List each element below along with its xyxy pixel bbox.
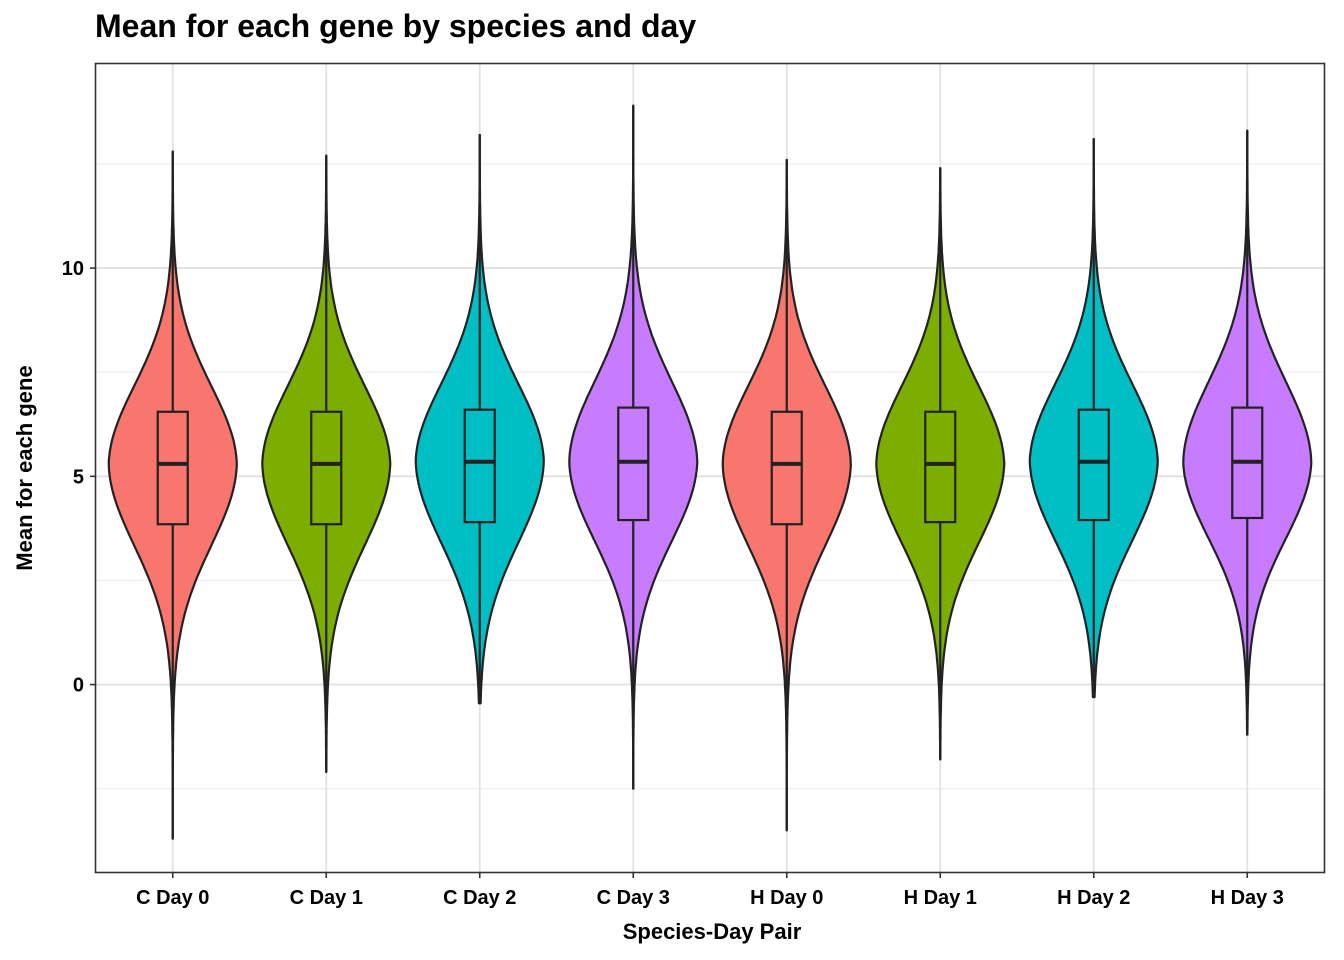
x-tick-label: H Day 3 bbox=[1211, 887, 1284, 909]
iqr-box bbox=[770, 410, 803, 526]
panel-border bbox=[94, 62, 1326, 874]
violin-h-day-1 bbox=[875, 167, 1006, 761]
iqr-box bbox=[463, 408, 496, 524]
x-tick-label: C Day 3 bbox=[597, 887, 670, 909]
iqr-box bbox=[924, 410, 957, 524]
x-axis: C Day 0 C Day 1 C Day 2 C Day 3 H Day 0 H Day… bbox=[136, 872, 1284, 909]
violin-c-day-3 bbox=[568, 104, 699, 790]
violin-c-day-2 bbox=[414, 133, 545, 705]
y-axis: 0 5 10 bbox=[62, 258, 96, 697]
y-tick-label: 0 bbox=[73, 675, 84, 697]
x-tick-label: H Day 1 bbox=[904, 887, 977, 909]
chart-title: Mean for each gene by species and day bbox=[95, 8, 697, 44]
x-tick-label: C Day 2 bbox=[443, 887, 516, 909]
x-axis-title: Species-Day Pair bbox=[623, 919, 802, 944]
iqr-box bbox=[617, 406, 650, 522]
y-axis-title: Mean for each gene bbox=[12, 365, 37, 570]
violin-h-day-0 bbox=[721, 158, 852, 832]
violin-c-day-0 bbox=[107, 150, 238, 840]
iqr-box bbox=[310, 410, 343, 526]
x-tick-label: C Day 1 bbox=[290, 887, 363, 909]
x-tick-label: H Day 2 bbox=[1057, 887, 1130, 909]
x-tick-label: H Day 0 bbox=[750, 887, 823, 909]
y-tick-label: 5 bbox=[73, 466, 84, 488]
x-tick-label: C Day 0 bbox=[136, 887, 209, 909]
iqr-box bbox=[156, 410, 189, 526]
violin-h-day-3 bbox=[1182, 129, 1313, 736]
violins bbox=[107, 104, 1313, 840]
iqr-box bbox=[1077, 408, 1110, 522]
y-tick-label: 10 bbox=[62, 258, 84, 280]
violin-h-day-2 bbox=[1028, 137, 1159, 699]
violin-c-day-1 bbox=[261, 154, 392, 774]
